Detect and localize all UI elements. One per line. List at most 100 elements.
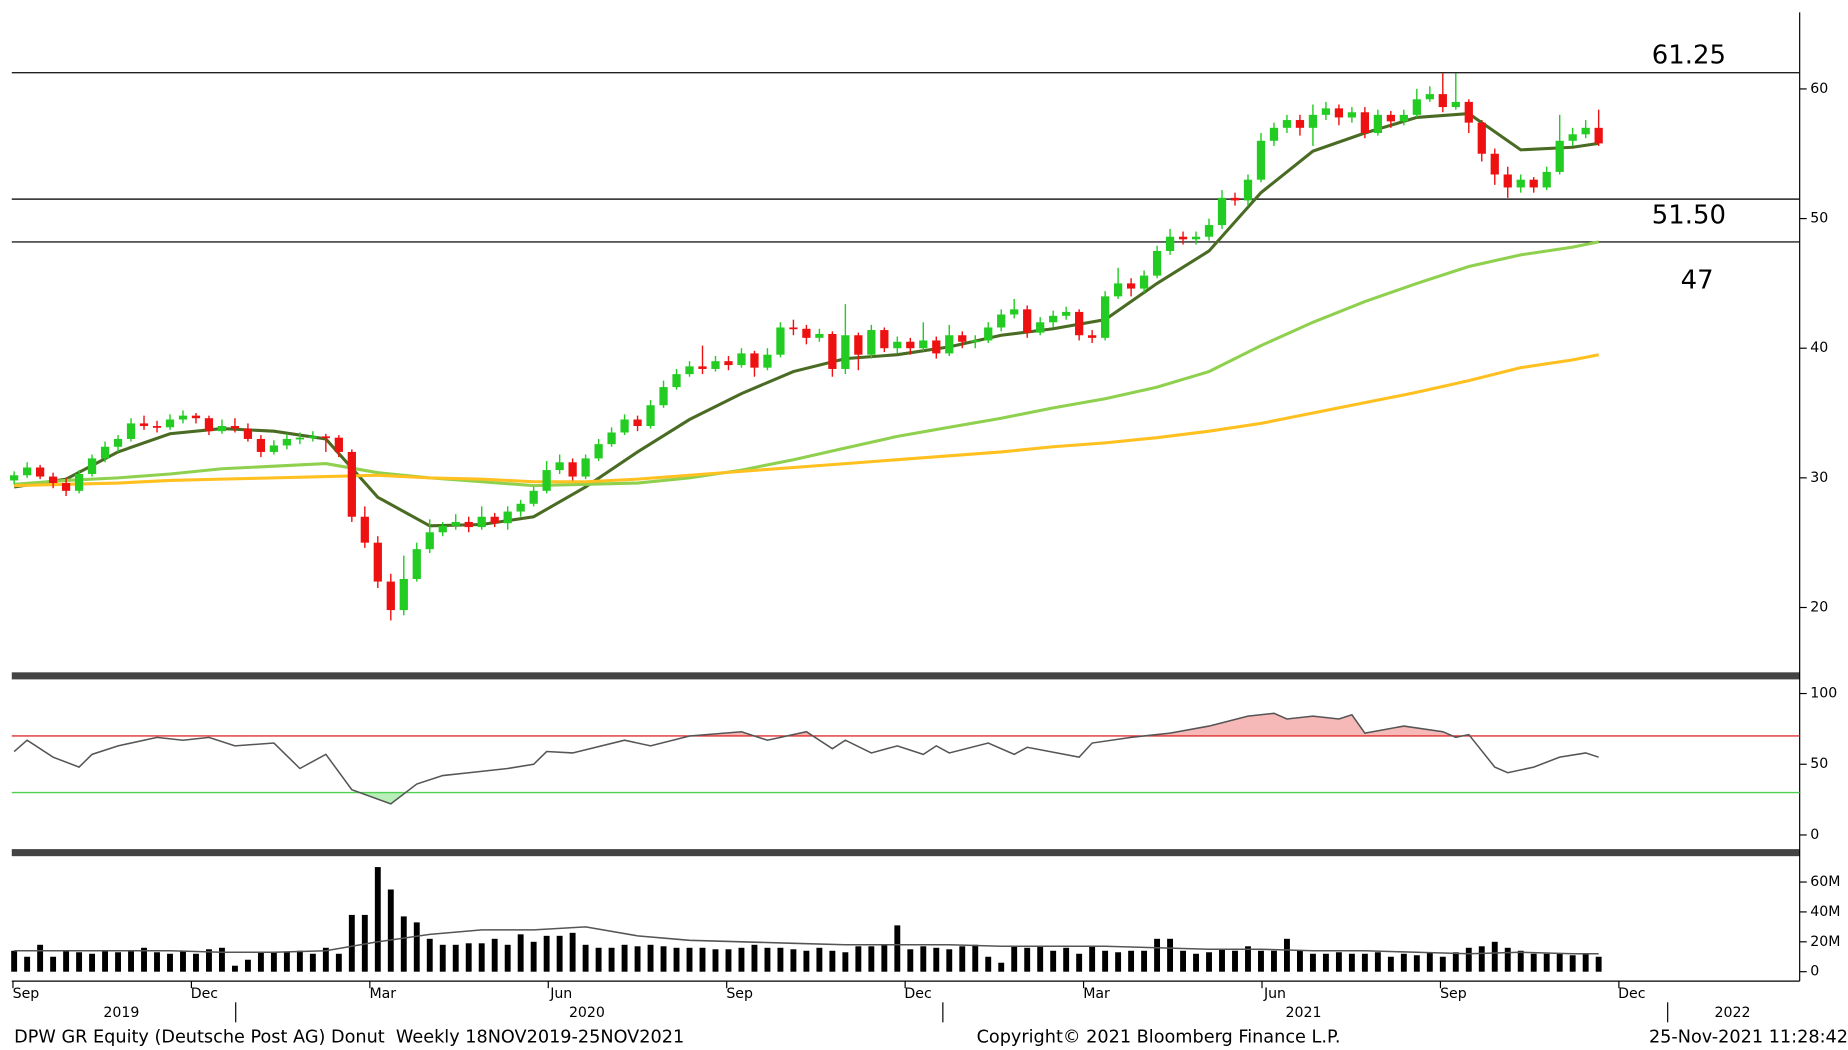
volume-bar: [1504, 947, 1511, 972]
candle-body: [1295, 120, 1305, 128]
volume-bar: [452, 944, 459, 972]
volume-bar: [283, 952, 290, 972]
candle-body: [1152, 250, 1162, 276]
candle-body: [802, 328, 811, 338]
volume-bar: [1465, 947, 1472, 972]
volume-bar: [1063, 947, 1070, 972]
volume-bar: [439, 944, 446, 972]
volume-bar: [76, 952, 83, 972]
y-tick-label: 0: [1810, 964, 1819, 980]
candle-body: [1126, 283, 1136, 289]
volume-bar: [959, 946, 966, 972]
candle-body: [1217, 197, 1227, 226]
candle-body: [750, 353, 759, 368]
candle-body: [763, 354, 772, 368]
moving-average: [13, 111, 1599, 528]
volume-bar: [348, 914, 355, 972]
volume-bar: [894, 925, 901, 972]
volume-bar: [1335, 952, 1342, 972]
candle-body: [646, 405, 655, 426]
candle-body: [1204, 225, 1214, 237]
volume-bar: [920, 946, 927, 972]
candle-body: [1503, 174, 1512, 188]
month-label: Jun: [549, 986, 572, 1002]
volume-bar: [206, 949, 212, 972]
volume-bar: [1361, 953, 1368, 972]
candle-body: [971, 340, 980, 343]
moving-average: [14, 353, 1599, 488]
volume-bar: [1258, 950, 1264, 972]
volume-bar: [647, 944, 654, 972]
candle-body: [282, 438, 292, 446]
y-tick-label: 50: [1810, 211, 1828, 227]
candle-body: [10, 475, 19, 481]
candle-body: [1308, 114, 1318, 128]
candle-body: [48, 476, 58, 484]
volume-bar: [1348, 953, 1355, 972]
volume-bar: [115, 952, 121, 972]
volume-bar: [530, 941, 537, 972]
candle-body: [438, 525, 447, 533]
year-label: 2019: [103, 1005, 139, 1021]
volume-bar: [180, 950, 186, 972]
panel-separator: [11, 849, 1800, 857]
volume-bar: [582, 944, 589, 972]
y-tick-label: 50: [1810, 756, 1828, 772]
candle-body: [698, 366, 707, 369]
volume-bar: [89, 953, 96, 972]
y-tick-label: 0: [1810, 827, 1819, 843]
candle-body: [35, 467, 45, 477]
volume-bar: [491, 938, 498, 972]
month-label: Mar: [1083, 986, 1110, 1002]
volume-bar: [1517, 950, 1524, 972]
volume-bar: [387, 889, 394, 972]
candle-body: [568, 462, 577, 477]
candle-body: [1139, 275, 1149, 289]
volume-bar: [1387, 956, 1394, 972]
candle-body: [1360, 112, 1370, 134]
volume-bar: [1271, 950, 1277, 972]
candle-body: [1399, 114, 1408, 122]
volume-bar: [1530, 953, 1537, 972]
candle-body: [542, 470, 551, 491]
volume-bar: [673, 947, 680, 972]
candle-body: [61, 483, 71, 491]
volume-bar: [11, 950, 18, 972]
volume-bar: [219, 947, 225, 972]
candle-body: [1191, 236, 1201, 240]
candle-body: [1049, 315, 1058, 323]
candle-body: [1036, 322, 1045, 333]
volume-bar: [1102, 950, 1109, 972]
band-fill: [14, 713, 1599, 736]
candle-body: [594, 444, 603, 459]
candle-body: [191, 415, 201, 419]
volume-bar: [608, 947, 615, 972]
volume-bar: [595, 947, 602, 972]
volume-bar: [400, 916, 407, 972]
candle-body: [555, 462, 564, 471]
candle-body: [1100, 296, 1110, 338]
volume-bar: [1180, 950, 1186, 972]
candle-body: [685, 366, 694, 375]
volume-bar: [1206, 952, 1212, 972]
volume-bar: [244, 959, 251, 972]
volume-bar: [1439, 956, 1446, 972]
volume-bar: [1037, 946, 1044, 972]
volume-bar: [634, 946, 641, 972]
volume-average: [14, 926, 1599, 955]
volume-bar: [374, 867, 381, 972]
volume-bar: [1193, 953, 1199, 972]
candle-body: [516, 503, 525, 512]
volume-bar: [426, 938, 433, 972]
candle-body: [269, 445, 279, 452]
candle-body: [1464, 101, 1473, 123]
volume-bar: [50, 956, 57, 972]
volume-bar: [816, 947, 823, 972]
candle-body: [1075, 311, 1084, 336]
candle-body: [321, 436, 330, 439]
candle-body: [672, 374, 681, 388]
volume-bar: [1024, 947, 1031, 972]
candle-body: [399, 578, 408, 611]
candle-body: [126, 423, 136, 439]
volume-bar: [1556, 953, 1563, 972]
